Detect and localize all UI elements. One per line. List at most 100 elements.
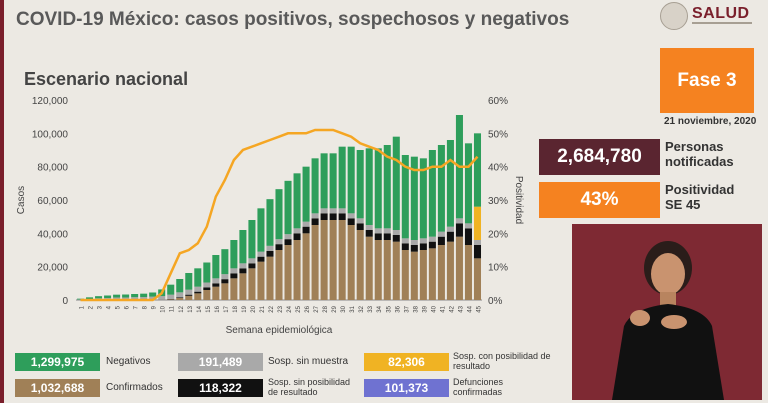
bar-negativos xyxy=(266,199,274,246)
x-tick-label: 31 xyxy=(350,305,356,312)
bar-negativos xyxy=(95,296,103,299)
bar-negativos xyxy=(167,284,175,295)
bar-confirmados xyxy=(203,290,211,300)
x-tick-label: 38 xyxy=(413,305,419,312)
bar-confirmados xyxy=(374,240,382,300)
bar-negativos xyxy=(293,173,301,229)
y-tick-label: 0 xyxy=(62,296,68,307)
bar-negativos xyxy=(275,189,283,240)
bar-sosp-sin-posibilidad-de-resultado xyxy=(446,231,454,242)
bar-sosp-sin-muestra xyxy=(158,296,166,300)
bar-negativos xyxy=(302,166,310,222)
bar-sosp-sin-muestra xyxy=(176,292,184,298)
bar-sosp-sin-posibilidad-de-resultado xyxy=(374,233,382,240)
bar-sosp-sin-posibilidad-de-resultado xyxy=(347,218,355,225)
y2-tick-label: 0% xyxy=(488,296,503,307)
bar-sosp-sin-posibilidad-de-resultado xyxy=(302,226,310,234)
bar-confirmados xyxy=(419,250,427,300)
bar-sosp-sin-muestra xyxy=(347,213,355,219)
kpi-positivity-value: 43% xyxy=(539,182,660,218)
x-tick-label: 39 xyxy=(422,305,428,312)
bar-confirmados xyxy=(248,268,256,300)
x-tick-label: 24 xyxy=(287,305,293,312)
bar-confirmados xyxy=(338,220,346,300)
positivity-line xyxy=(80,128,479,302)
bar-negativos xyxy=(122,294,130,298)
bar-sosp-sin-muestra xyxy=(365,225,373,230)
bar-sosp-sin-posibilidad-de-resultado xyxy=(455,223,463,237)
bar-sosp-sin-posibilidad-de-resultado xyxy=(203,287,211,290)
bar-sosp-sin-muestra xyxy=(239,263,247,269)
bar-sosp-sin-posibilidad-de-resultado xyxy=(284,239,292,245)
legend-deaths-value: 101,373 xyxy=(364,379,449,397)
x-tick-label: 33 xyxy=(368,305,374,312)
x-tick-label: 34 xyxy=(377,305,383,312)
bar-sosp-sin-muestra xyxy=(356,218,364,224)
legend-suspected-no-result-label: Sosp. sin posibilidad de resultado xyxy=(268,377,351,397)
legend-deaths-label: Defunciones confirmadas xyxy=(453,377,504,397)
x-tick-label: 42 xyxy=(449,305,455,312)
x-tick-label: 25 xyxy=(296,305,302,312)
bar-confirmados xyxy=(176,298,184,300)
bar-sosp-sin-muestra xyxy=(230,268,238,274)
logo-divider xyxy=(692,22,752,24)
bar-negativos xyxy=(140,293,148,297)
bar-confirmados xyxy=(311,225,319,300)
x-tick-label: 22 xyxy=(269,305,275,312)
bar-negativos xyxy=(194,268,202,287)
bar-sosp-sin-posibilidad-de-resultado xyxy=(401,243,409,250)
bar-sosp-sin-posibilidad-de-resultado xyxy=(437,236,445,245)
y2-tick-label: 20% xyxy=(488,229,508,240)
kpi-notified-label-1: Personas xyxy=(665,139,724,154)
bar-sosp-sin-posibilidad-de-resultado xyxy=(338,213,346,220)
bar-confirmados xyxy=(230,278,238,300)
y2-tick-label: 30% xyxy=(488,196,508,207)
bar-negativos xyxy=(311,158,319,214)
y-tick-label: 40,000 xyxy=(37,229,68,240)
bar-negativos xyxy=(347,146,355,214)
bar-negativos xyxy=(374,148,382,229)
bar-confirmados xyxy=(275,250,283,300)
legend-negatives-value: 1,299,975 xyxy=(15,353,100,371)
x-tick-label: 29 xyxy=(332,305,338,312)
x-tick-label: 37 xyxy=(404,305,410,312)
bar-negativos xyxy=(86,297,94,299)
report-date: 21 noviembre, 2020 xyxy=(664,116,757,127)
bar-sosp-sin-muestra xyxy=(275,239,283,245)
bar-sosp-sin-muestra xyxy=(392,230,400,235)
bar-sosp-sin-muestra xyxy=(419,238,427,244)
bar-confirmados xyxy=(410,251,418,300)
bar-sosp-sin-muestra xyxy=(284,234,292,240)
x-tick-label: 13 xyxy=(188,305,194,312)
kpi-positivity-label-1: Positividad xyxy=(665,182,735,197)
bar-confirmados xyxy=(446,241,454,300)
bar-negativos xyxy=(239,230,247,264)
bar-negativos xyxy=(203,262,211,283)
legend-confirmed-value: 1,032,688 xyxy=(15,379,100,397)
bar-negativos xyxy=(221,249,229,275)
kpi-notified-value: 2,684,780 xyxy=(539,139,660,175)
bar-sosp-sin-muestra xyxy=(248,258,256,264)
bar-confirmados xyxy=(383,240,391,300)
bar-confirmados xyxy=(401,250,409,300)
x-tick-label: 5 xyxy=(116,305,122,309)
bar-confirmados xyxy=(464,245,472,300)
bar-confirmados xyxy=(392,241,400,300)
bar-confirmados xyxy=(266,256,274,300)
x-tick-label: 35 xyxy=(386,305,392,312)
bar-confirmados xyxy=(428,248,436,300)
bar-confirmados xyxy=(293,240,301,300)
bar-sosp-sin-posibilidad-de-resultado xyxy=(212,283,220,287)
kpi-positivity-label-2: SE 45 xyxy=(665,197,701,212)
y2-tick-label: 10% xyxy=(488,263,508,274)
bar-sosp-sin-posibilidad-de-resultado xyxy=(464,228,472,245)
bar-sosp-sin-muestra xyxy=(167,294,175,299)
chart-subtitle: Escenario nacional xyxy=(24,69,189,89)
bar-sosp-sin-muestra xyxy=(338,208,346,214)
bar-sosp-sin-posibilidad-de-resultado xyxy=(185,294,193,296)
legend-suspected-possible-result-value: 82,306 xyxy=(364,353,449,371)
bar-sosp-sin-muestra xyxy=(293,228,301,234)
x-tick-label: 12 xyxy=(179,305,185,312)
x-tick-label: 4 xyxy=(107,305,113,309)
x-tick-label: 23 xyxy=(278,305,284,312)
